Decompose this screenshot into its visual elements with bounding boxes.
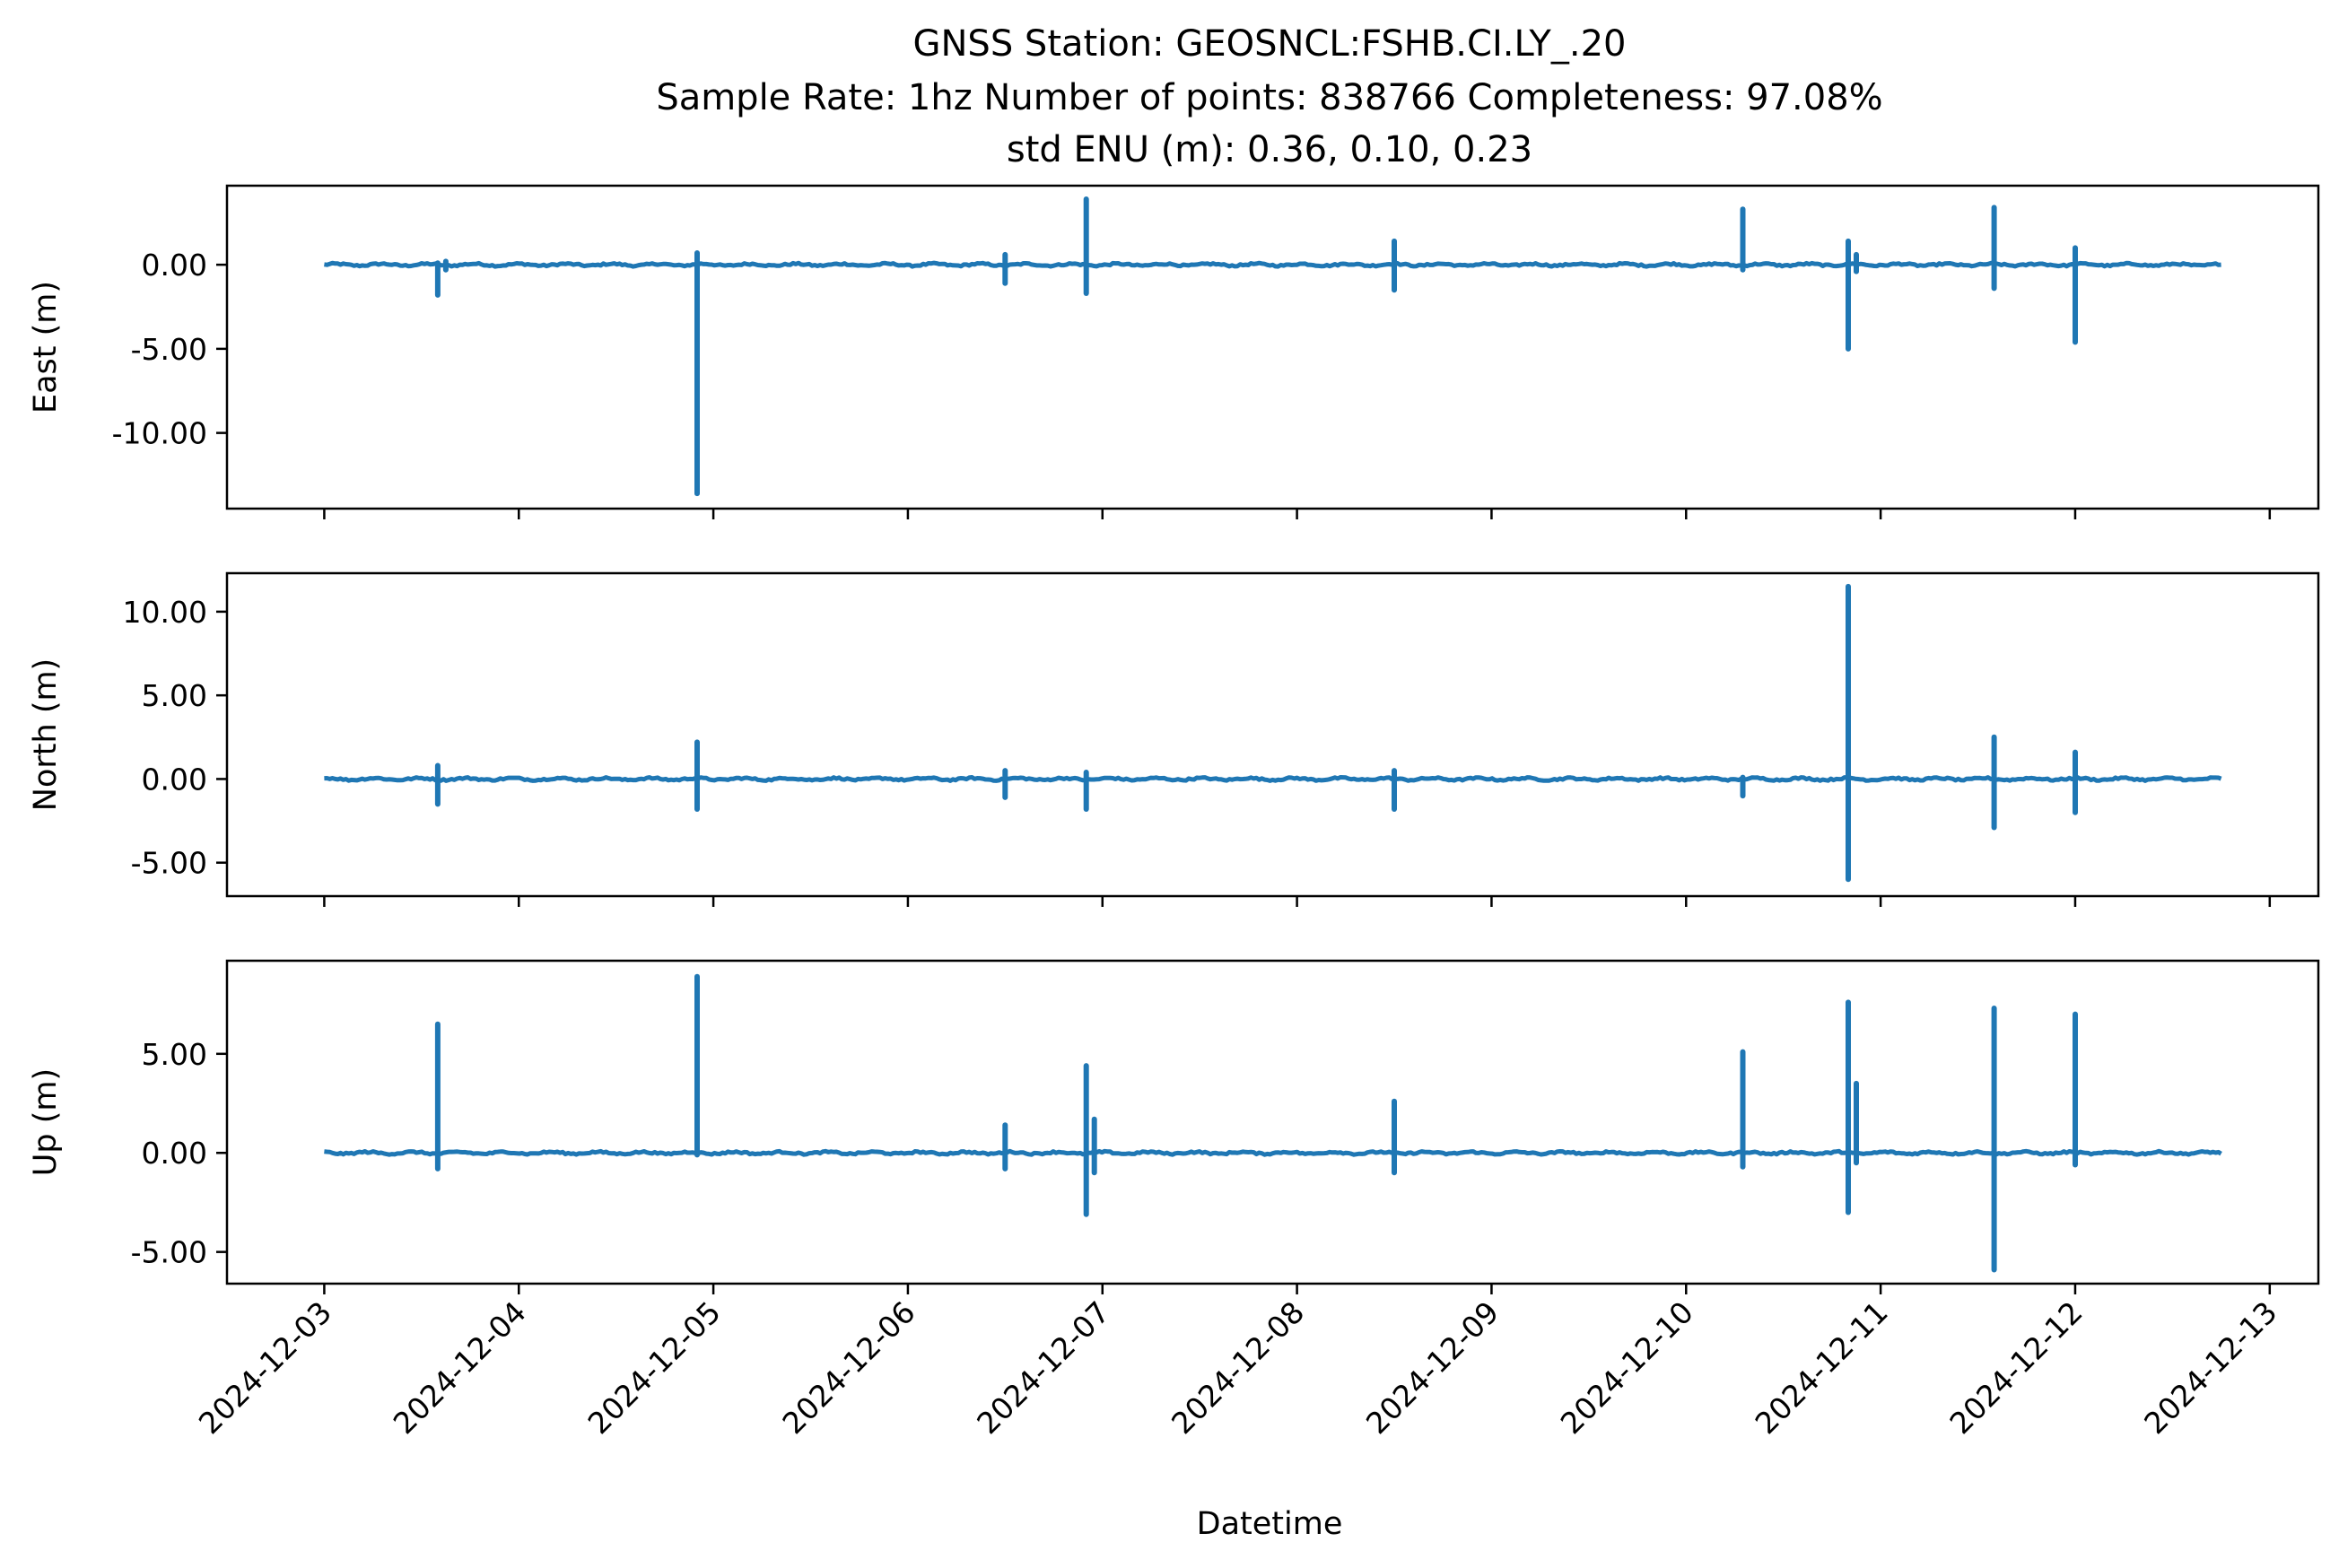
x-tick-label: 2024-12-10 xyxy=(1554,1294,1700,1441)
panels-group: 0.00 -5.00 -10.00 East (m) 10.00 5.00 0.00 -5.0… xyxy=(28,184,2320,1294)
axes-frame-up xyxy=(225,959,2320,1285)
x-tick-label: 2024-12-12 xyxy=(1942,1294,2089,1441)
y-tick-label-east: -10.00 xyxy=(112,416,207,451)
x-tick-label: 2024-12-06 xyxy=(775,1294,921,1441)
series-east xyxy=(324,196,2221,497)
x-tick-label: 2024-12-09 xyxy=(1359,1294,1506,1441)
series-line-east xyxy=(324,260,2221,269)
y-tick-label-north: -5.00 xyxy=(131,846,207,881)
x-tick-label: 2024-12-07 xyxy=(970,1294,1116,1441)
y-axis-label-east: East (m) xyxy=(28,281,64,414)
series-line-north xyxy=(324,775,2222,783)
y-tick-label-east: 0.00 xyxy=(142,248,207,283)
y-axis-label-north: North (m) xyxy=(28,658,64,811)
series-line-up xyxy=(324,1148,2222,1157)
y-tick-label-up: -5.00 xyxy=(131,1235,207,1270)
x-tick-label: 2024-12-08 xyxy=(1165,1294,1311,1441)
title-line-1: GNSS Station: GEOSNCL:FSHB.CI.LY_.20 xyxy=(913,23,1627,65)
x-tick-label: 2024-12-13 xyxy=(2137,1294,2283,1441)
x-tick-label: 2024-12-04 xyxy=(387,1294,533,1441)
panel-north: 10.00 5.00 0.00 -5.00 North (m) xyxy=(28,571,2320,907)
y-tick-label-north: 5.00 xyxy=(142,678,207,713)
title-line-2: Sample Rate: 1hz Number of points: 83876… xyxy=(656,77,1882,118)
x-tick-label: 2024-12-03 xyxy=(192,1294,338,1441)
x-axis-label: Datetime xyxy=(1197,1506,1343,1542)
y-tick-label-up: 0.00 xyxy=(142,1136,207,1171)
y-tick-label-east: -5.00 xyxy=(131,332,207,367)
x-tick-label: 2024-12-05 xyxy=(581,1294,728,1441)
x-tick-labels: 2024-12-03 2024-12-04 2024-12-05 2024-12-06… xyxy=(192,1294,2284,1441)
y-tick-label-north: 0.00 xyxy=(142,762,207,797)
series-north xyxy=(324,583,2222,883)
y-tick-label-up: 5.00 xyxy=(142,1037,207,1072)
axes-frame-east xyxy=(225,184,2320,510)
panel-up: 5.00 0.00 -5.00 Up (m) xyxy=(28,959,2320,1294)
y-tick-label-north: 10.00 xyxy=(123,595,207,630)
panel-east: 0.00 -5.00 -10.00 East (m) xyxy=(28,184,2320,519)
series-up xyxy=(324,973,2222,1273)
axes-frame-north xyxy=(225,571,2320,898)
x-tick-label: 2024-12-11 xyxy=(1749,1294,1895,1441)
title-line-3: std ENU (m): 0.36, 0.10, 0.23 xyxy=(1007,129,1532,170)
y-axis-label-up: Up (m) xyxy=(28,1068,64,1176)
